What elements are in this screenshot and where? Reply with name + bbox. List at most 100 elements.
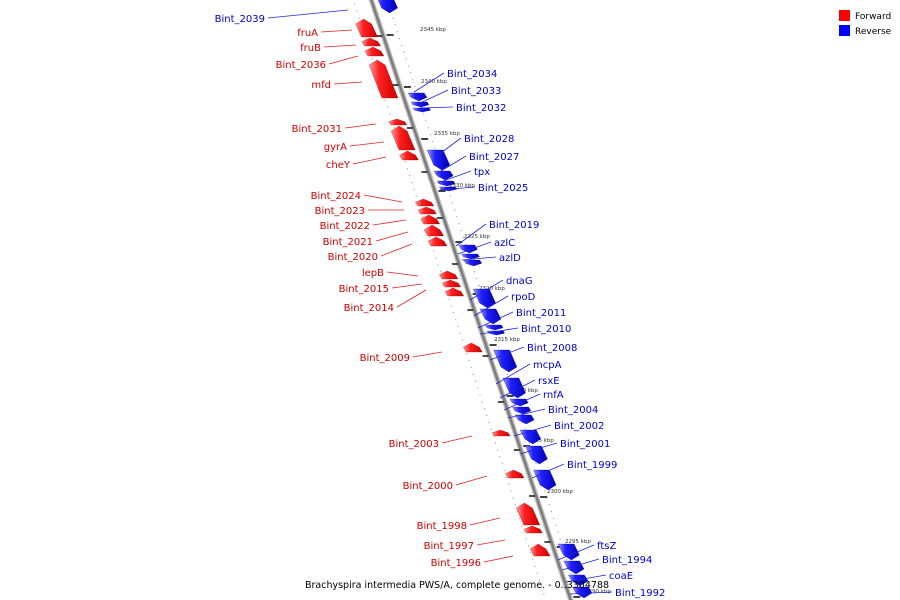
reverse-label-leader [503, 393, 541, 411]
reverse-label-leader [489, 346, 525, 361]
kbp-tick-label: 2335 kbp [434, 131, 460, 137]
forward-gene-arrow [463, 342, 483, 353]
forward-label-leader [441, 435, 473, 444]
reverse-gene-arrow [568, 574, 589, 587]
reverse-gene-arrow [461, 253, 480, 260]
reverse-label-leader [477, 311, 514, 329]
reverse-gene-arrow [509, 398, 529, 407]
forward-label-leader [396, 289, 427, 308]
kbp-tick-label: 2315 kbp [494, 337, 520, 343]
forward-gene-label: Bint_2031 [292, 124, 342, 135]
forward-label-leader [344, 123, 377, 129]
reverse-gene-label: dnaG [506, 276, 533, 287]
kbp-tick-label: 2300 kbp [547, 489, 573, 495]
forward-gene-label: Bint_2015 [339, 284, 389, 295]
forward-gene-arrow [369, 59, 399, 99]
reverse-gene-label: Bint_1999 [567, 460, 617, 471]
gene-features [355, 0, 593, 599]
forward-gene-arrow [444, 287, 464, 297]
kbp-tick-label: 2320 kbp [479, 286, 505, 292]
forward-gene-label: Bint_2024 [311, 191, 361, 202]
forward-gene-arrow [523, 525, 543, 534]
reverse-label-leader [435, 155, 467, 175]
reverse-gene-arrow [485, 324, 504, 331]
forward-gene-arrow [491, 429, 511, 437]
reverse-gene-arrow [493, 349, 518, 373]
kbp-tick-label: 2340 kbp [421, 79, 447, 85]
forward-gene-arrow [388, 118, 408, 126]
reverse-gene-label: rnfA [543, 390, 564, 401]
forward-label-leader [455, 475, 488, 486]
forward-label-leader [469, 517, 501, 526]
reverse-gene-label: Bint_1994 [602, 555, 652, 566]
reverse-gene-arrow [563, 560, 585, 575]
forward-gene-arrow [361, 37, 381, 47]
reverse-label-leader [461, 256, 497, 261]
forward-gene-label: Bint_1998 [417, 521, 467, 532]
reverse-label-leader [439, 186, 476, 191]
forward-gene-label: Bint_2020 [328, 252, 378, 263]
reverse-label-leader [457, 241, 492, 255]
reverse-gene-label: Bint_2027 [469, 152, 519, 163]
kbp-ticks: 2345 kbp 2340 kbp 2335 kbp 2330 kbp 2325 kbp… [376, 27, 611, 598]
forward-gene-arrow [355, 18, 378, 38]
forward-label-leader [386, 271, 419, 277]
forward-gene-label: Bint_2036 [276, 60, 326, 71]
reverse-gene-label: azlD [499, 253, 521, 264]
kbp-tick-label: 2305 kbp [528, 438, 554, 444]
forward-gene-arrow [423, 224, 444, 237]
forward-gene-label: Bint_2023 [315, 206, 365, 217]
reverse-gene-arrow [426, 149, 450, 171]
forward-gene-label: lepB [362, 268, 384, 279]
reverse-label-leader [267, 9, 349, 19]
legend-forward-swatch [839, 10, 850, 21]
genome-backbone [370, 0, 572, 600]
reverse-gene-arrow [410, 101, 430, 108]
reverse-label-leader [519, 442, 558, 455]
forward-gene-arrow [364, 46, 385, 57]
reverse-label-leader [499, 379, 536, 399]
forward-gene-label: Bint_1996 [431, 558, 481, 569]
kbp-tick-label: 2310 kbp [512, 388, 538, 394]
forward-label-leader [483, 555, 514, 563]
forward-gene-label: gyrA [324, 142, 347, 153]
reverse-gene-arrow [407, 92, 428, 102]
reverse-gene-label: Bint_2011 [516, 308, 566, 319]
forward-label-leader [323, 44, 357, 48]
forward-gene-arrow [399, 150, 419, 161]
reverse-gene-arrow [437, 180, 456, 187]
reverse-gene-label: Bint_2004 [548, 405, 598, 416]
forward-label-leader [333, 81, 363, 85]
reverse-gene-label: Bint_2033 [451, 86, 501, 97]
reverse-gene-label: azlC [494, 238, 515, 249]
reverse-label-leader [417, 89, 449, 105]
forward-gene-label: Bint_2003 [389, 439, 439, 450]
reverse-label-leader [413, 72, 445, 93]
reverse-label-leader [473, 295, 509, 317]
reverse-label-leader [531, 463, 565, 479]
reverse-gene-label: tpx [474, 167, 490, 178]
reverse-gene-arrow [412, 107, 431, 113]
forward-gene-label: mfd [311, 80, 331, 91]
legend-forward-label: Forward [855, 12, 891, 22]
reverse-gene-label: Bint_2028 [464, 134, 514, 145]
forward-gene-label: Bint_2009 [360, 353, 410, 364]
reverse-gene-label: rpoD [511, 292, 536, 303]
reverse-gene-arrow [377, 0, 398, 14]
forward-gene-arrow [505, 469, 525, 479]
forward-gene-label: Bint_2000 [403, 481, 453, 492]
label-leaders [267, 9, 613, 595]
kbp-tick-label: 2325 kbp [464, 234, 490, 240]
forward-label-leader [375, 231, 409, 242]
reverse-gene-label: Bint_2019 [489, 220, 539, 231]
reverse-label-leader [455, 223, 487, 247]
reverse-label-leader [569, 591, 613, 595]
reverse-gene-label: ftsZ [597, 541, 616, 552]
reverse-gene-arrow [479, 308, 502, 325]
reverse-gene-label: rsxE [538, 376, 560, 387]
reverse-label-leader [561, 558, 600, 571]
forward-gene-arrow [529, 543, 551, 557]
forward-gene-arrow [427, 236, 448, 247]
